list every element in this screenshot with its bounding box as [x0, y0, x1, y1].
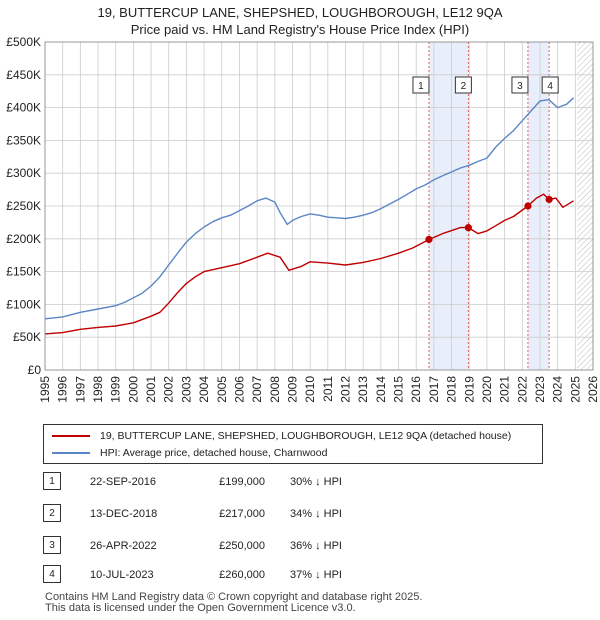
transaction-number: 4 — [43, 565, 61, 583]
sale-number-label: 3 — [517, 81, 523, 92]
x-tick-label: 2003 — [179, 376, 193, 403]
transaction-number: 1 — [43, 472, 61, 490]
x-tick-label: 2018 — [445, 376, 459, 403]
transaction-number: 3 — [43, 536, 61, 554]
legend-label-hpi: HPI: Average price, detached house, Char… — [100, 447, 328, 459]
transaction-date: 13-DEC-2018 — [90, 508, 158, 520]
price-chart: £0 £50K £100K £150K £200K £250K £300K £350K £400… — [6, 35, 600, 403]
x-tick-label: 2004 — [197, 376, 211, 403]
y-tick-label: £150K — [6, 265, 41, 279]
sale-number-label: 2 — [461, 81, 467, 92]
sale-point — [425, 235, 433, 244]
x-tick-label: 2015 — [392, 376, 406, 403]
sale-number-box — [412, 76, 430, 94]
x-tick-label: 2014 — [374, 376, 388, 403]
x-tick-label: 2002 — [162, 376, 176, 403]
transaction-price: £199,000 — [219, 476, 265, 488]
x-tick-label: 1998 — [91, 376, 105, 403]
sale-number-box — [454, 76, 472, 94]
x-tick-label: 1999 — [109, 376, 123, 403]
y-tick-label: £200K — [6, 232, 41, 246]
x-tick-label: 2008 — [268, 376, 282, 403]
legend-item-hpi: HPI: Average price, detached house, Char… — [52, 445, 327, 461]
y-tick-label: £450K — [6, 68, 41, 82]
chart-title-line1: 19, BUTTERCUP LANE, SHEPSHED, LOUGHBOROU… — [97, 5, 503, 20]
y-tick-label: £100K — [6, 297, 41, 311]
transaction-price: £260,000 — [219, 569, 265, 581]
x-tick-label: 2026 — [586, 376, 600, 403]
x-tick-label: 2021 — [498, 376, 512, 403]
y-tick-label: £50K — [13, 330, 41, 344]
x-tick-label: 2005 — [215, 376, 229, 403]
x-tick-label: 2023 — [533, 376, 547, 403]
transaction-hpi-diff: 30% ↓ HPI — [290, 476, 342, 488]
y-tick-label: £350K — [6, 133, 41, 147]
hpi-line — [44, 97, 575, 320]
legend: 19, BUTTERCUP LANE, SHEPSHED, LOUGHBOROU… — [43, 424, 543, 464]
x-tick-label: 1997 — [73, 376, 87, 403]
transaction-price: £250,000 — [219, 540, 265, 552]
sale-number-box — [541, 76, 559, 94]
y-tick-label: £400K — [6, 101, 41, 115]
chart-title-line2: Price paid vs. HM Land Registry's House … — [130, 22, 470, 37]
transaction-hpi-diff: 37% ↓ HPI — [290, 569, 342, 581]
footer-licence: This data is licensed under the Open Gov… — [45, 602, 356, 614]
transaction-hpi-diff: 34% ↓ HPI — [290, 508, 342, 520]
x-tick-label: 2012 — [339, 376, 353, 403]
x-tick-label: 2013 — [356, 376, 370, 403]
x-tick-label: 2020 — [480, 376, 494, 403]
legend-item-property: 19, BUTTERCUP LANE, SHEPSHED, LOUGHBOROU… — [52, 428, 511, 444]
x-tick-label: 2019 — [462, 376, 476, 403]
y-tick-label: £500K — [6, 35, 41, 49]
x-tick-label: 2024 — [551, 376, 565, 403]
y-tick-label: £300K — [6, 166, 41, 180]
x-tick-label: 2001 — [144, 376, 158, 403]
legend-label-property: 19, BUTTERCUP LANE, SHEPSHED, LOUGHBOROU… — [100, 430, 512, 442]
x-tick-label: 2016 — [409, 376, 423, 403]
x-tick-label: 1995 — [38, 376, 52, 403]
x-tick-label: 2011 — [321, 376, 335, 402]
x-tick-label: 2022 — [515, 376, 529, 403]
x-tick-label: 2025 — [568, 376, 582, 403]
y-tick-label: £250K — [6, 199, 41, 213]
sale-point — [524, 202, 532, 210]
x-tick-label: 2000 — [126, 376, 140, 403]
sale-point — [464, 224, 472, 232]
plot-frame — [44, 41, 594, 371]
sale-number-label: 4 — [547, 81, 553, 92]
sale-number-box — [511, 76, 529, 94]
legend-swatch-hpi — [52, 452, 90, 455]
transaction-date: 26-APR-2022 — [90, 540, 157, 552]
x-tick-label: 2006 — [232, 376, 246, 403]
legend-swatch-property — [52, 435, 90, 438]
transaction-date: 10-JUL-2023 — [90, 569, 154, 581]
y-tick-label: £0 — [28, 363, 42, 377]
x-tick-label: 2010 — [303, 376, 317, 403]
sale-point — [545, 195, 553, 204]
x-tick-label: 2007 — [250, 376, 264, 403]
transaction-number: 2 — [43, 504, 61, 522]
footer-copyright: Contains HM Land Registry data © Crown c… — [45, 591, 423, 603]
transaction-hpi-diff: 36% ↓ HPI — [290, 540, 342, 552]
sale-number-label: 1 — [418, 81, 424, 92]
property-price-line — [44, 193, 574, 335]
x-tick-label: 2017 — [427, 376, 441, 403]
x-tick-label: 2009 — [285, 376, 299, 403]
x-tick-label: 1996 — [56, 376, 70, 403]
transaction-date: 22-SEP-2016 — [90, 476, 157, 488]
transaction-price: £217,000 — [219, 508, 265, 520]
